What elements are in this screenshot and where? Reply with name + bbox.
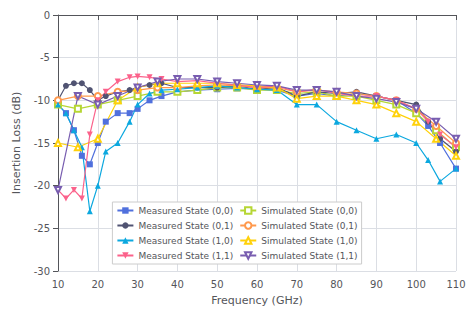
svg-text:80: 80: [330, 279, 343, 290]
svg-text:-25: -25: [34, 223, 50, 234]
svg-text:Simulated State (1,0): Simulated State (1,0): [261, 236, 357, 246]
svg-text:110: 110: [446, 279, 465, 290]
svg-text:10: 10: [52, 279, 65, 290]
svg-text:0: 0: [44, 10, 50, 21]
svg-text:Simulated State (1,1): Simulated State (1,1): [261, 251, 357, 261]
svg-text:30: 30: [131, 279, 144, 290]
svg-text:Simulated State (0,1): Simulated State (0,1): [261, 221, 357, 231]
svg-text:Frequency (GHz): Frequency (GHz): [211, 294, 302, 307]
svg-text:-5: -5: [40, 52, 50, 63]
svg-text:-30: -30: [34, 266, 50, 277]
svg-text:Measured State (1,0): Measured State (1,0): [138, 236, 233, 246]
svg-text:50: 50: [211, 279, 224, 290]
svg-text:20: 20: [91, 279, 104, 290]
svg-text:-10: -10: [34, 95, 50, 106]
svg-text:70: 70: [290, 279, 303, 290]
svg-text:-15: -15: [34, 138, 50, 149]
svg-text:100: 100: [407, 279, 426, 290]
svg-text:Measured State (0,0): Measured State (0,0): [138, 206, 233, 216]
svg-text:Measured State (1,1): Measured State (1,1): [138, 251, 233, 261]
svg-text:90: 90: [370, 279, 383, 290]
svg-text:60: 60: [251, 279, 264, 290]
svg-text:40: 40: [171, 279, 184, 290]
svg-text:-20: -20: [34, 180, 50, 191]
svg-text:Insertion Loss (dB): Insertion Loss (dB): [10, 92, 23, 195]
svg-text:Measured State (0,1): Measured State (0,1): [138, 221, 233, 231]
svg-text:Simulated State (0,0): Simulated State (0,0): [261, 206, 357, 216]
